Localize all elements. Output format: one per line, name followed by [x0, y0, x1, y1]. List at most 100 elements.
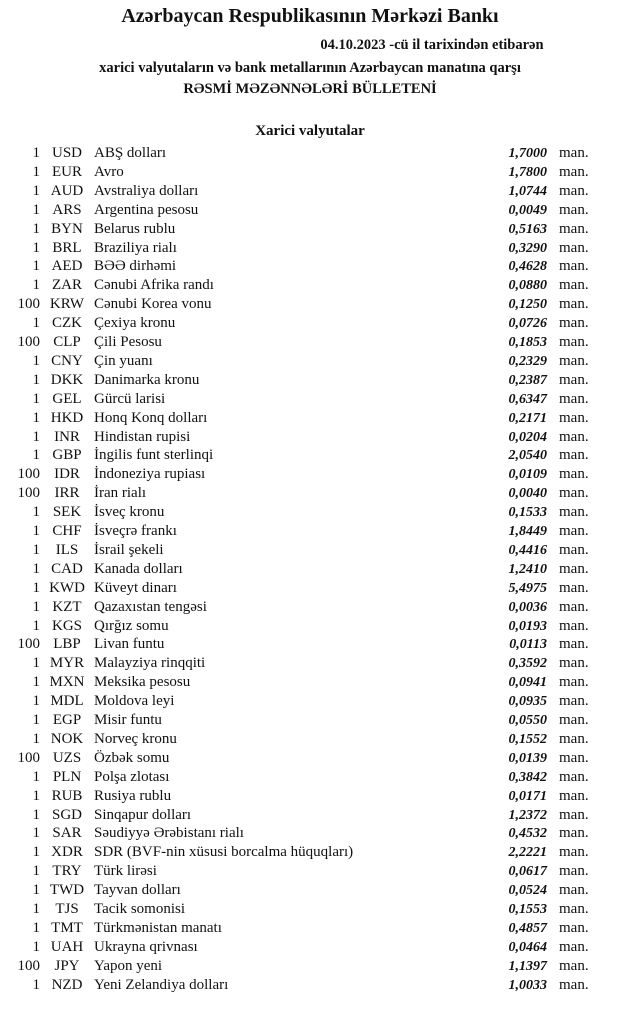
currency-unit: man. — [559, 579, 589, 596]
rate-value: 1,7800 — [508, 164, 548, 180]
currency-name: Rusiya rublu — [94, 787, 172, 804]
unit-count: 1 — [32, 352, 41, 369]
currency-unit: man. — [559, 428, 589, 445]
rate-row: 1 CZK Çexiya kronu 0,0726 man. — [0, 314, 620, 333]
unit-count: 1 — [32, 182, 41, 199]
rate-value: 0,0113 — [509, 637, 547, 653]
currency-name: Cənubi Korea vonu — [94, 296, 212, 313]
unit-count: 1 — [32, 504, 41, 521]
currency-name: SDR (BVF-nin xüsusi borcalma hüquqları) — [94, 844, 354, 861]
currency-unit: man. — [559, 523, 589, 539]
unit-count: 1 — [32, 579, 41, 596]
unit-count: 1 — [32, 201, 41, 218]
rate-row: 1 ZAR Cənubi Afrika randı 0,0880 man. — [0, 276, 620, 295]
currency-code: DKK — [50, 371, 84, 388]
currency-unit: man. — [559, 919, 589, 936]
unit-count: 1 — [32, 712, 41, 728]
currency-code: BRL — [52, 239, 82, 256]
rate-row: 1 XDR SDR (BVF-nin xüsusi borcalma hüquqla… — [0, 843, 620, 862]
currency-unit: man. — [559, 957, 589, 974]
currency-unit: man. — [559, 674, 589, 691]
rate-row: 1 INR Hindistan rupisi 0,0204 man. — [0, 428, 620, 447]
rate-row: 1 EGP Misir funtu 0,0550 man. — [0, 711, 620, 730]
currency-name: Argentina pesosu — [94, 201, 199, 218]
unit-count: 1 — [32, 390, 41, 407]
currency-unit: man. — [559, 749, 589, 766]
currency-name: Livan funtu — [94, 636, 165, 653]
currency-code: KRW — [49, 296, 85, 313]
currency-name: Danimarka kronu — [94, 371, 200, 388]
rate-row: 100 JPY Yapon yeni 1,1397 man. — [0, 957, 620, 976]
currency-name: İsveçrə frankı — [94, 523, 177, 539]
currency-code: GEL — [52, 390, 82, 407]
currency-code: EGP — [52, 712, 82, 728]
currency-name: Küveyt dinarı — [94, 579, 177, 596]
currency-code: JPY — [54, 957, 80, 974]
currency-name: Sinqapur dolları — [94, 806, 192, 823]
currency-name: İndoneziya rupiası — [94, 466, 206, 483]
rate-value: 0,3592 — [508, 656, 548, 672]
currency-code: CAD — [51, 560, 83, 577]
rate-value: 1,1397 — [508, 958, 548, 974]
unit-count: 1 — [32, 882, 41, 899]
rate-row: 1 BYN Belarus rublu 0,5163 man. — [0, 220, 620, 239]
unit-count: 100 — [17, 957, 41, 974]
currency-code: TJS — [55, 901, 79, 917]
currency-name: Moldova leyi — [94, 693, 175, 710]
unit-count: 1 — [32, 825, 41, 842]
currency-unit: man. — [559, 655, 589, 672]
currency-unit: man. — [559, 712, 589, 728]
currency-unit: man. — [559, 277, 589, 294]
unit-count: 1 — [32, 938, 41, 955]
rate-value: 0,0204 — [508, 429, 548, 445]
rate-row: 1 NOK Norveç kronu 0,1552 man. — [0, 730, 620, 749]
unit-count: 1 — [32, 806, 41, 823]
rate-value: 0,1853 — [508, 335, 548, 350]
currency-name: Avstraliya dolları — [94, 182, 199, 199]
currency-code: AUD — [50, 182, 84, 199]
unit-count: 1 — [32, 901, 41, 917]
currency-unit: man. — [559, 693, 589, 710]
rate-value: 0,0040 — [508, 486, 548, 502]
currency-unit: man. — [559, 163, 589, 180]
rate-row: 1 SGD Sinqapur dolları 1,2372 man. — [0, 806, 620, 825]
currency-code: TRY — [52, 863, 82, 880]
currency-name: Cənubi Afrika randı — [94, 277, 214, 294]
currency-code: CHF — [52, 523, 82, 539]
rate-value: 0,0941 — [508, 675, 548, 691]
rate-row: 100 KRW Cənubi Korea vonu 0,1250 man. — [0, 295, 620, 314]
unit-count: 100 — [17, 296, 41, 313]
rate-value: 0,0171 — [508, 788, 548, 804]
unit-count: 1 — [32, 730, 41, 747]
rate-value: 0,2387 — [508, 372, 548, 388]
currency-unit: man. — [559, 296, 589, 313]
currency-code: GBP — [52, 447, 82, 464]
currency-unit: man. — [559, 447, 589, 464]
currency-code: CZK — [52, 315, 82, 332]
rate-value: 1,0033 — [508, 977, 548, 993]
currency-name: ABŞ dolları — [94, 145, 167, 161]
currency-name: Avro — [94, 163, 124, 180]
rate-row: 1 AED BƏƏ dirhəmi 0,4628 man. — [0, 257, 620, 276]
currency-name: Çexiya kronu — [94, 315, 176, 332]
currency-unit: man. — [559, 182, 589, 199]
rate-row: 1 AUD Avstraliya dolları 1,0744 man. — [0, 182, 620, 201]
currency-code: KGS — [51, 617, 82, 634]
rate-value: 0,0935 — [508, 694, 548, 710]
rate-row: 1 KZT Qazaxıstan tengəsi 0,0036 man. — [0, 598, 620, 617]
currency-code: SAR — [52, 825, 82, 842]
rate-value: 1,2372 — [508, 807, 548, 823]
currency-name: Malayziya rinqqiti — [94, 655, 206, 672]
currency-code: IDR — [54, 466, 80, 483]
unit-count: 1 — [32, 258, 41, 275]
rate-row: 1 DKK Danimarka kronu 0,2387 man. — [0, 371, 620, 390]
currency-code: TWD — [49, 882, 85, 899]
currency-code: INR — [54, 428, 80, 445]
currency-code: USD — [51, 145, 82, 161]
currency-code: SGD — [51, 806, 82, 823]
unit-count: 1 — [32, 787, 41, 804]
rate-value: 0,0109 — [508, 467, 548, 483]
unit-count: 1 — [32, 315, 41, 332]
rate-value: 2,2221 — [508, 845, 548, 861]
currency-code: SEK — [52, 504, 82, 521]
